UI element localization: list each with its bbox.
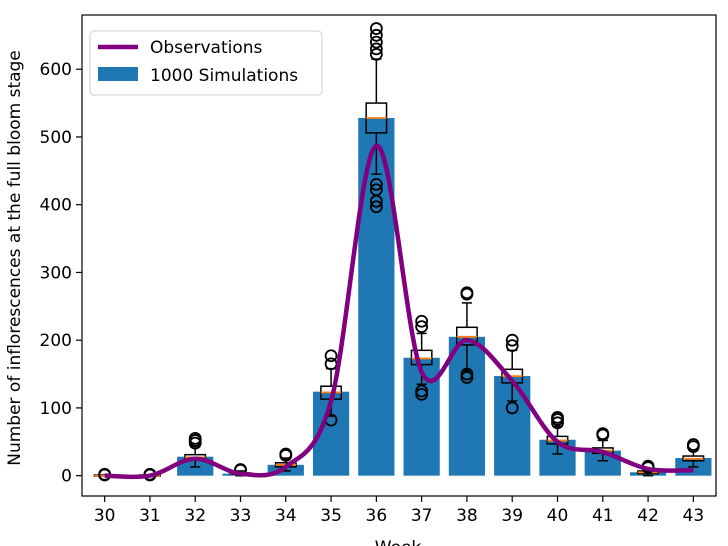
outlier-point bbox=[505, 339, 519, 353]
outlier-point bbox=[369, 42, 383, 56]
outlier-point bbox=[188, 432, 202, 445]
x-tick-label: 33 bbox=[230, 506, 252, 526]
outlier-point bbox=[369, 200, 383, 214]
x-axis-label: Week bbox=[375, 538, 422, 546]
legend-label-observations: Observations bbox=[150, 38, 263, 58]
outlier-point bbox=[369, 35, 383, 49]
x-tick-label: 35 bbox=[320, 506, 342, 526]
x-tick-label: 42 bbox=[637, 506, 659, 526]
boxplot-week-43 bbox=[682, 438, 705, 468]
box bbox=[410, 349, 433, 366]
y-tick-label: 400 bbox=[40, 196, 72, 216]
outlier-point bbox=[551, 416, 564, 430]
y-tick-label: 0 bbox=[61, 467, 72, 487]
x-tick-label: 43 bbox=[683, 506, 705, 526]
x-tick-label: 40 bbox=[547, 506, 569, 526]
legend-label-simulations: 1000 Simulations bbox=[150, 66, 298, 86]
boxplot-week-39 bbox=[501, 333, 524, 415]
y-axis-label: Number of inflorescences at the full blo… bbox=[5, 50, 25, 466]
y-tick-label: 100 bbox=[40, 399, 72, 419]
outlier-point bbox=[460, 286, 474, 300]
outlier-point bbox=[460, 367, 474, 381]
outlier-point bbox=[415, 314, 429, 328]
y-tick-label: 500 bbox=[40, 128, 72, 148]
observations-line bbox=[104, 143, 694, 480]
outlier-point bbox=[596, 427, 610, 441]
legend: Observations 1000 Simulations bbox=[89, 30, 323, 96]
outlier-point bbox=[369, 28, 383, 42]
outlier-point bbox=[415, 384, 429, 398]
boxplot-week-36 bbox=[365, 22, 388, 214]
y-tick-label: 600 bbox=[40, 60, 72, 80]
outlier-point bbox=[369, 177, 383, 191]
legend-swatch-simulations bbox=[98, 67, 138, 81]
y-tick-label: 200 bbox=[40, 331, 72, 351]
outlier-point bbox=[551, 411, 564, 424]
outlier-point bbox=[369, 22, 383, 35]
x-tick-label: 36 bbox=[366, 506, 388, 526]
legend-box bbox=[89, 30, 323, 96]
plot-frame bbox=[81, 14, 717, 497]
outlier-point bbox=[369, 183, 383, 197]
outlier-point bbox=[279, 447, 293, 461]
x-tick-label: 37 bbox=[411, 506, 433, 526]
x-tick-label: 41 bbox=[592, 506, 614, 526]
x-tick-label: 39 bbox=[501, 506, 523, 526]
outlier-point bbox=[415, 387, 429, 401]
plot-area bbox=[93, 22, 712, 482]
x-tick-label: 32 bbox=[184, 506, 206, 526]
boxplot-week-40 bbox=[546, 411, 569, 455]
outlier-point bbox=[324, 349, 338, 363]
axes: 0 100 200 300 400 500 600 30 31 32 33 34 35 36 37 38 39 4… bbox=[40, 14, 717, 526]
y-tick-label: 300 bbox=[40, 263, 72, 283]
x-tick-label: 38 bbox=[456, 506, 478, 526]
outlier-point bbox=[460, 371, 474, 384]
outlier-point bbox=[505, 401, 519, 415]
outlier-point bbox=[505, 333, 519, 347]
x-tick-label: 31 bbox=[139, 506, 161, 526]
outlier-point bbox=[686, 438, 700, 451]
outlier-point bbox=[415, 320, 429, 334]
outlier-point bbox=[369, 47, 383, 61]
x-tick-label: 30 bbox=[94, 506, 116, 526]
boxplot-week-38 bbox=[455, 286, 478, 384]
x-tick-label: 34 bbox=[275, 506, 297, 526]
